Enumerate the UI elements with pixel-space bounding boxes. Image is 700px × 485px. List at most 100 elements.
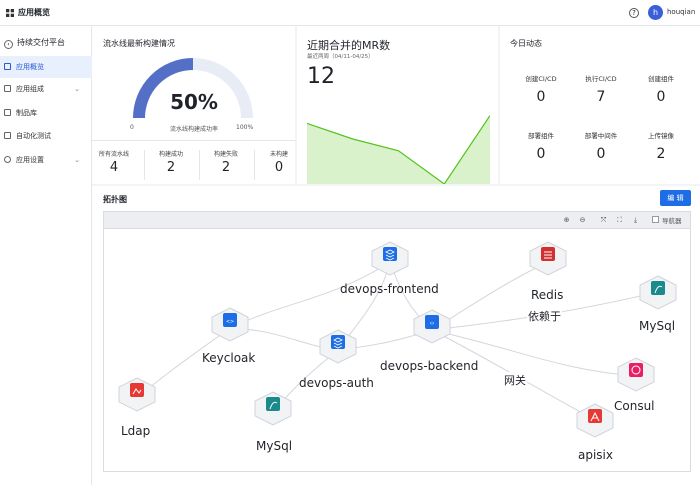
sidebar-item-artifacts[interactable]: 制品库	[0, 102, 92, 124]
zoom-in-icon[interactable]: ⊕	[563, 216, 570, 224]
today-stat-label: 部署组件	[528, 132, 554, 140]
topology-title: 拓扑图	[103, 195, 127, 204]
back-chevron-icon[interactable]: ‹	[4, 40, 13, 49]
gauge-fill	[133, 58, 194, 119]
topology-toolbar	[103, 211, 691, 229]
node-label-mysql2: MySql	[639, 319, 676, 333]
edge-keycloak-frontend	[229, 261, 391, 329]
sidebar-item-settings[interactable]: 应用设置 ⌄	[0, 149, 92, 171]
node-mysql2-cube[interactable]	[639, 275, 677, 310]
build-card-title: 流水线最新构建情况	[103, 39, 175, 48]
node-label-keycloak: Keycloak	[202, 351, 256, 365]
grid-menu-icon[interactable]	[6, 9, 14, 17]
today-activity-card	[500, 26, 700, 184]
gauge-min-label: 0	[130, 124, 134, 131]
overview-icon	[4, 63, 11, 70]
edge-label-depends-on: 依赖于	[527, 308, 562, 324]
sidebar-item-testing[interactable]: 自动化测试	[0, 125, 92, 147]
settings-icon	[4, 156, 11, 163]
avatar[interactable]: h	[648, 5, 663, 20]
node-backend-cube[interactable]: ‹›	[413, 309, 451, 344]
node-mysql1-cube[interactable]	[254, 391, 292, 426]
node-ldap-cube[interactable]	[118, 377, 156, 412]
artifact-icon	[4, 109, 11, 116]
build-status-card	[92, 26, 295, 184]
sidebar-item-label: 应用组成	[16, 85, 44, 93]
zoom-out-icon[interactable]: ⊖	[579, 216, 586, 224]
fullscreen-icon[interactable]: ⛶	[617, 216, 622, 224]
stat-failed-value: 2	[221, 160, 231, 175]
node-label-redis: Redis	[531, 288, 564, 302]
chart-area	[307, 115, 490, 184]
svg-text:‹›: ‹›	[430, 320, 435, 327]
fit-icon[interactable]: ⤧	[600, 216, 607, 224]
project-name: 持续交付平台	[17, 38, 65, 47]
stat-all-label: 所有流水线	[98, 151, 129, 158]
stat-success-value: 2	[166, 160, 176, 175]
node-consul-cube[interactable]	[617, 357, 655, 392]
mr-area-chart	[307, 115, 490, 184]
mr-count: 12	[307, 64, 335, 89]
sidebar-item-components[interactable]: 应用组成 ⌄	[0, 78, 92, 100]
node-apisix-cube[interactable]	[576, 403, 614, 438]
mr-card-title: 近期合并的MR数	[307, 39, 391, 52]
divider	[199, 150, 200, 180]
stat-unbuilt-label: 未构建	[269, 151, 288, 158]
components-icon	[4, 85, 11, 92]
success-rate-value: 50%	[170, 90, 218, 114]
divider	[92, 140, 295, 141]
help-icon[interactable]: ?	[629, 8, 639, 18]
today-stat-value: 7	[596, 89, 606, 105]
today-stat-value: 0	[536, 146, 546, 162]
edit-button[interactable]: 编 辑	[660, 190, 691, 206]
today-stat-value: 0	[656, 89, 666, 105]
edge-backend-consul	[431, 329, 637, 377]
today-card-title: 今日动态	[510, 39, 542, 48]
today-stat-value: 0	[536, 89, 546, 105]
node-label-consul: Consul	[614, 399, 655, 413]
navigator-label: 导航器	[662, 217, 682, 225]
edge-label-gateway: 网关	[503, 372, 527, 388]
chevron-down-icon: ⌄	[74, 85, 80, 93]
gauge-max-label: 100%	[236, 124, 254, 131]
divider	[254, 150, 255, 180]
stat-all-value: 4	[109, 160, 119, 175]
sidebar-item-label: 自动化测试	[16, 132, 51, 140]
chevron-down-icon: ⌄	[74, 156, 80, 164]
navigator-checkbox[interactable]	[652, 216, 659, 223]
today-stat-value: 0	[596, 146, 606, 162]
node-frontend-cube[interactable]	[371, 241, 409, 276]
project-switcher[interactable]: ‹ 持续交付平台	[4, 32, 88, 54]
today-stat-label: 上传镜像	[648, 132, 674, 140]
today-stat-label: 创建组件	[648, 75, 674, 83]
node-label-backend: devops-backend	[380, 359, 479, 373]
today-stat-label: 创建CI/CD	[525, 75, 557, 83]
stat-success-label: 构建成功	[158, 151, 183, 158]
node-label-mysql1: MySql	[256, 439, 293, 453]
node-redis-cube[interactable]	[529, 241, 567, 276]
chart-line	[307, 115, 490, 184]
mr-card-subtitle: 最近两周（04/11-04/25）	[307, 54, 374, 60]
sidebar-item-label: 制品库	[16, 109, 37, 117]
today-stat-value: 2	[656, 146, 666, 162]
today-stat-label: 执行CI/CD	[585, 75, 617, 83]
page-title: 应用概览	[18, 8, 50, 17]
stat-unbuilt-value: 0	[274, 160, 284, 175]
divider	[144, 150, 145, 180]
gauge-label: 流水线构建成功率	[169, 126, 218, 133]
topology-nodes: <> ‹›	[118, 241, 677, 438]
sidebar-item-overview[interactable]: 应用概览	[0, 56, 92, 78]
sidebar-item-label: 应用概览	[16, 63, 44, 71]
stat-failed-label: 构建失败	[213, 151, 238, 158]
node-auth-cube[interactable]	[319, 329, 357, 364]
node-label-apisix: apisix	[578, 448, 613, 462]
username[interactable]: houqian	[667, 8, 696, 16]
sidebar-item-label: 应用设置	[16, 156, 44, 164]
node-label-ldap: Ldap	[121, 424, 151, 438]
download-icon[interactable]: ⤓	[633, 216, 638, 224]
node-label-auth: devops-auth	[299, 376, 374, 390]
node-label-frontend: devops-frontend	[340, 282, 439, 296]
node-keycloak-cube[interactable]: <>	[211, 307, 249, 342]
test-icon	[4, 132, 11, 139]
